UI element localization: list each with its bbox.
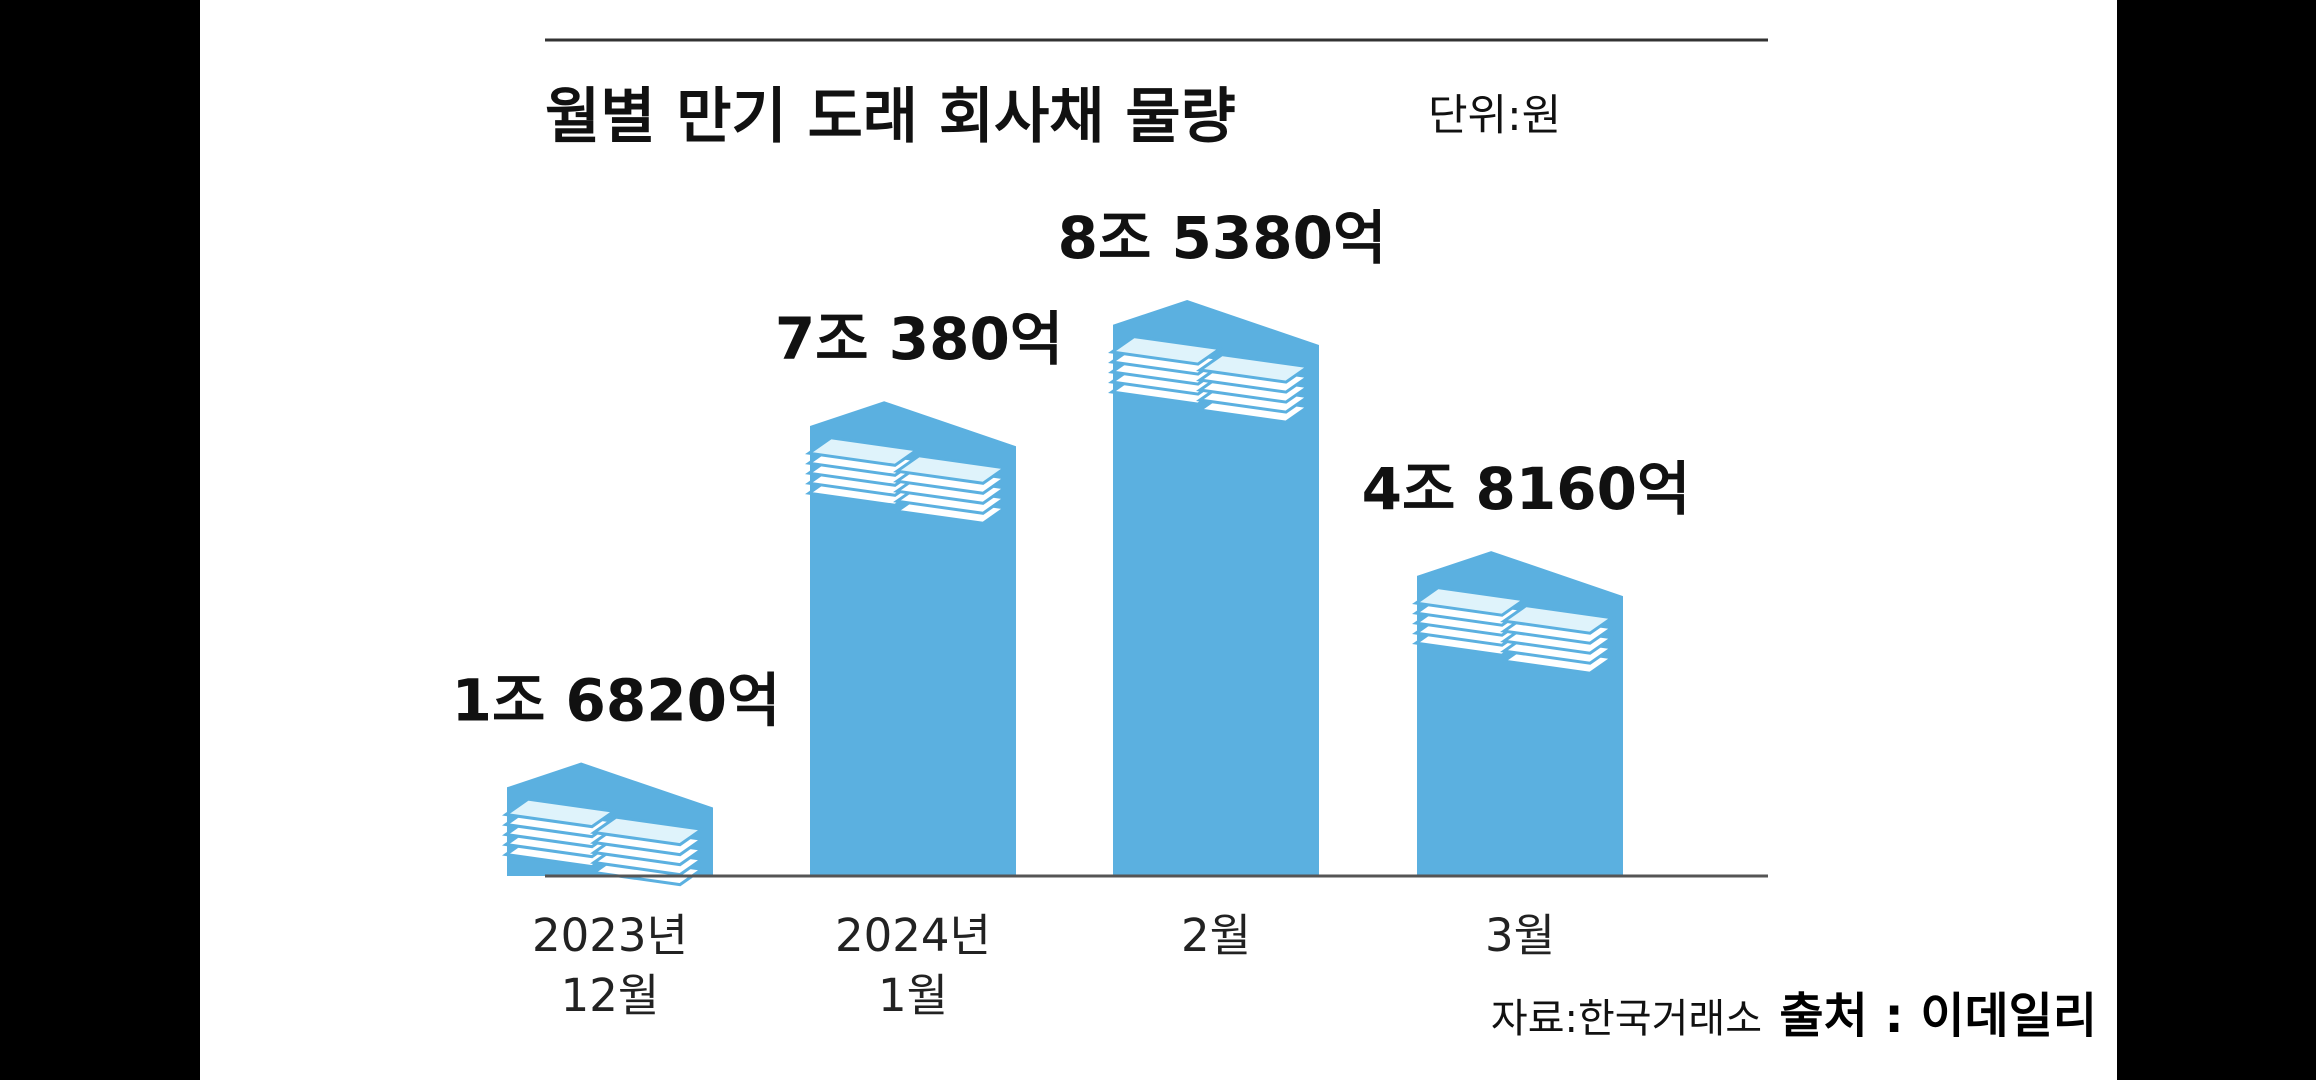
paper-stack-icon-7 [1500, 604, 1616, 675]
paper-stack-icon-6 [1412, 586, 1528, 657]
data-label: 8조 5380억 [1058, 204, 1387, 272]
chart-title: 월별 만기 도래 회사채 물량 [545, 82, 1236, 152]
paper-sheet [590, 815, 706, 847]
paper-sheet [1412, 586, 1528, 617]
category-label: 12월 [561, 969, 660, 1022]
paper-stack-icon-1 [590, 815, 706, 887]
credit-label: 출처 : 이데일리 [1779, 988, 2097, 1044]
bars-group: 1조 6820억 2023년 12월 7조 380억 2024년 1월 8조 5380억 2월… [452, 204, 1691, 1022]
chart-svg: 월별 만기 도래 회사채 물량 단위:원 1조 6820억 2023년 12월 7조 … [452, 38, 2097, 1044]
paper-stack-icon-5 [1196, 353, 1312, 424]
paper-sheet [805, 436, 921, 467]
data-label: 7조 380억 [775, 305, 1063, 373]
category-label: 2024년 [835, 909, 991, 962]
category-label: 1월 [878, 969, 948, 1022]
data-label: 1조 6820억 [452, 667, 781, 735]
paper-sheet [1196, 353, 1312, 384]
paper-stack-icon-3 [893, 454, 1009, 525]
unit-label: 단위:원 [1428, 91, 1561, 141]
category-label: 3월 [1485, 909, 1555, 962]
bar-2 [1113, 300, 1319, 876]
paper-stack-icon-2 [805, 436, 921, 507]
paper-sheet [1108, 335, 1224, 366]
category-label: 2월 [1181, 909, 1251, 962]
paper-sheet [1500, 604, 1616, 635]
paper-sheet [502, 797, 618, 829]
source-note: 자료:한국거래소 [1491, 996, 1762, 1042]
chart-panel: 월별 만기 도래 회사채 물량 단위:원 1조 6820억 2023년 12월 7조 … [200, 0, 2117, 1080]
paper-sheet [893, 454, 1009, 485]
data-label: 4조 8160억 [1362, 455, 1691, 523]
category-label: 2023년 [532, 909, 688, 962]
